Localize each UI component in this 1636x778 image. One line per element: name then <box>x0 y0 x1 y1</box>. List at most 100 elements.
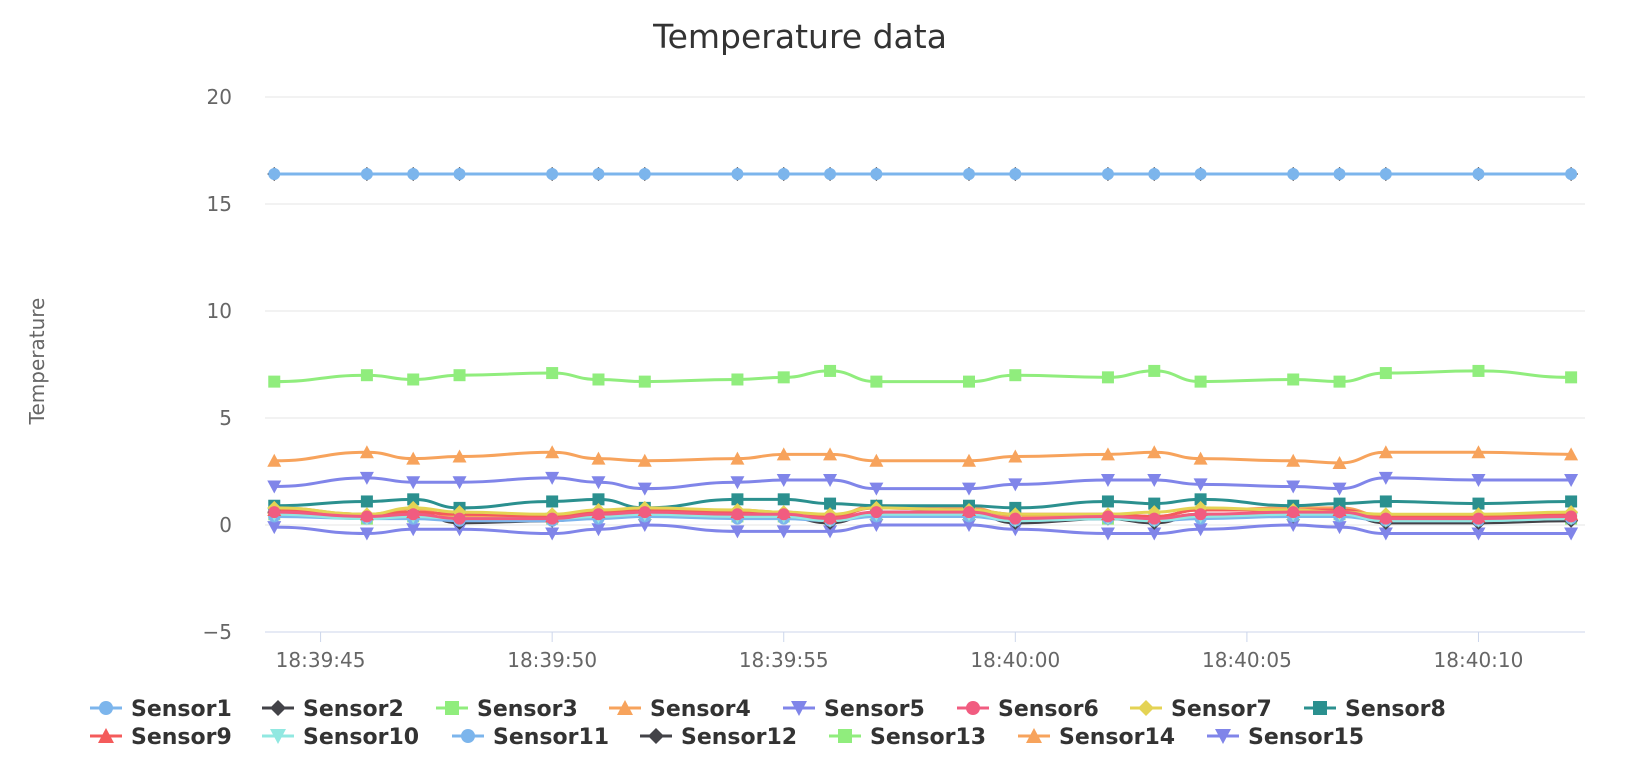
data-point <box>870 506 883 519</box>
data-point <box>407 168 420 181</box>
y-axis-label: Temperature <box>25 298 49 426</box>
data-point <box>545 527 560 541</box>
legend-marker <box>1215 729 1231 744</box>
data-point <box>546 367 559 380</box>
data-point <box>1332 521 1347 535</box>
legend-label: Sensor8 <box>1345 697 1446 722</box>
legend-item-sensor7[interactable]: Sensor7 <box>1130 697 1272 722</box>
data-point <box>637 519 652 532</box>
data-point <box>1379 495 1392 508</box>
data-point <box>1287 168 1300 181</box>
data-point <box>452 449 467 463</box>
legend-marker <box>838 729 852 743</box>
data-point <box>776 525 791 539</box>
data-point <box>1194 375 1207 388</box>
data-point <box>776 447 791 461</box>
data-point <box>407 508 420 521</box>
legend-label: Sensor5 <box>824 697 925 722</box>
legend-item-sensor6[interactable]: Sensor6 <box>957 697 1099 722</box>
legend-item-sensor12[interactable]: Sensor12 <box>640 725 797 750</box>
series-line <box>274 369 1572 384</box>
series-sensor1 <box>268 168 1578 181</box>
y-tick-label: 10 <box>207 299 232 323</box>
data-point <box>1148 512 1161 525</box>
data-point <box>1287 373 1300 386</box>
y-axis-ticks: −5 0 5 10 15 20 <box>203 85 232 644</box>
data-point <box>1378 445 1393 459</box>
legend-label: Sensor1 <box>131 697 232 722</box>
data-point <box>730 451 745 465</box>
data-point <box>406 476 421 490</box>
data-point <box>407 493 420 506</box>
data-point <box>638 375 651 388</box>
data-point <box>963 168 975 181</box>
data-point <box>1472 168 1485 181</box>
data-point <box>869 482 884 496</box>
data-point <box>1101 371 1114 384</box>
data-point <box>1564 527 1579 541</box>
data-point <box>1101 495 1114 508</box>
data-point <box>360 510 373 523</box>
legend-item-sensor2[interactable]: Sensor2 <box>262 697 404 722</box>
legend-item-sensor8[interactable]: Sensor8 <box>1304 697 1446 722</box>
data-point <box>1009 369 1022 382</box>
legend-item-sensor9[interactable]: Sensor9 <box>90 725 232 750</box>
data-point <box>731 373 744 386</box>
data-point <box>963 506 975 519</box>
legend-item-sensor10[interactable]: Sensor10 <box>262 725 419 750</box>
data-point <box>1100 527 1115 541</box>
legend-item-sensor1[interactable]: Sensor1 <box>90 697 232 722</box>
legend-item-sensor14[interactable]: Sensor14 <box>1018 725 1175 750</box>
legend-marker <box>1138 700 1154 716</box>
data-point <box>869 519 884 532</box>
legend-label: Sensor14 <box>1059 725 1175 750</box>
x-tick-label: 18:40:10 <box>1434 648 1524 672</box>
data-point <box>1565 168 1578 181</box>
data-point <box>268 168 281 181</box>
data-point <box>1148 168 1161 181</box>
data-point <box>962 453 976 467</box>
data-point <box>1286 480 1301 494</box>
legend-item-sensor4[interactable]: Sensor4 <box>609 697 751 722</box>
legend-item-sensor11[interactable]: Sensor11 <box>452 725 609 750</box>
legend[interactable]: Sensor1 Sensor2 Sensor3 Sensor4 Sensor5 Senso… <box>90 697 1446 750</box>
series-line <box>274 510 1572 521</box>
data-point <box>1194 508 1207 521</box>
data-point <box>1333 375 1346 388</box>
data-point <box>360 369 373 382</box>
data-point <box>869 453 884 467</box>
data-point <box>1193 478 1208 492</box>
legend-label: Sensor11 <box>493 725 609 750</box>
legend-label: Sensor10 <box>303 725 419 750</box>
series-line <box>274 497 1572 510</box>
y-tick-label: 5 <box>219 406 232 430</box>
data-point <box>1564 447 1579 461</box>
data-point <box>1101 510 1114 523</box>
x-tick-label: 18:40:05 <box>1202 648 1292 672</box>
data-point <box>1378 471 1393 485</box>
legend-marker <box>445 701 459 715</box>
data-point <box>777 493 790 506</box>
x-tick-label: 18:39:45 <box>276 648 366 672</box>
data-point <box>870 375 883 388</box>
legend-item-sensor15[interactable]: Sensor15 <box>1207 725 1364 750</box>
data-point <box>1564 474 1579 488</box>
data-point <box>731 493 744 506</box>
legend-marker <box>270 729 286 744</box>
data-point <box>1472 364 1485 377</box>
data-point <box>777 168 790 181</box>
series-sensor15 <box>267 519 1579 541</box>
legend-item-sensor3[interactable]: Sensor3 <box>436 697 578 722</box>
x-tick-label: 18:39:50 <box>507 648 597 672</box>
data-point <box>592 508 605 521</box>
legend-label: Sensor12 <box>681 725 797 750</box>
data-point <box>1471 474 1486 488</box>
x-axis: 18:39:45 18:39:50 18:39:55 18:40:00 18:40:05… <box>265 631 1585 672</box>
legend-item-sensor13[interactable]: Sensor13 <box>829 725 986 750</box>
data-point <box>453 369 466 382</box>
legend-label: Sensor2 <box>303 697 404 722</box>
legend-item-sensor5[interactable]: Sensor5 <box>783 697 925 722</box>
data-point <box>546 168 559 181</box>
series-sensor6 <box>268 506 1578 525</box>
data-point <box>546 495 559 508</box>
